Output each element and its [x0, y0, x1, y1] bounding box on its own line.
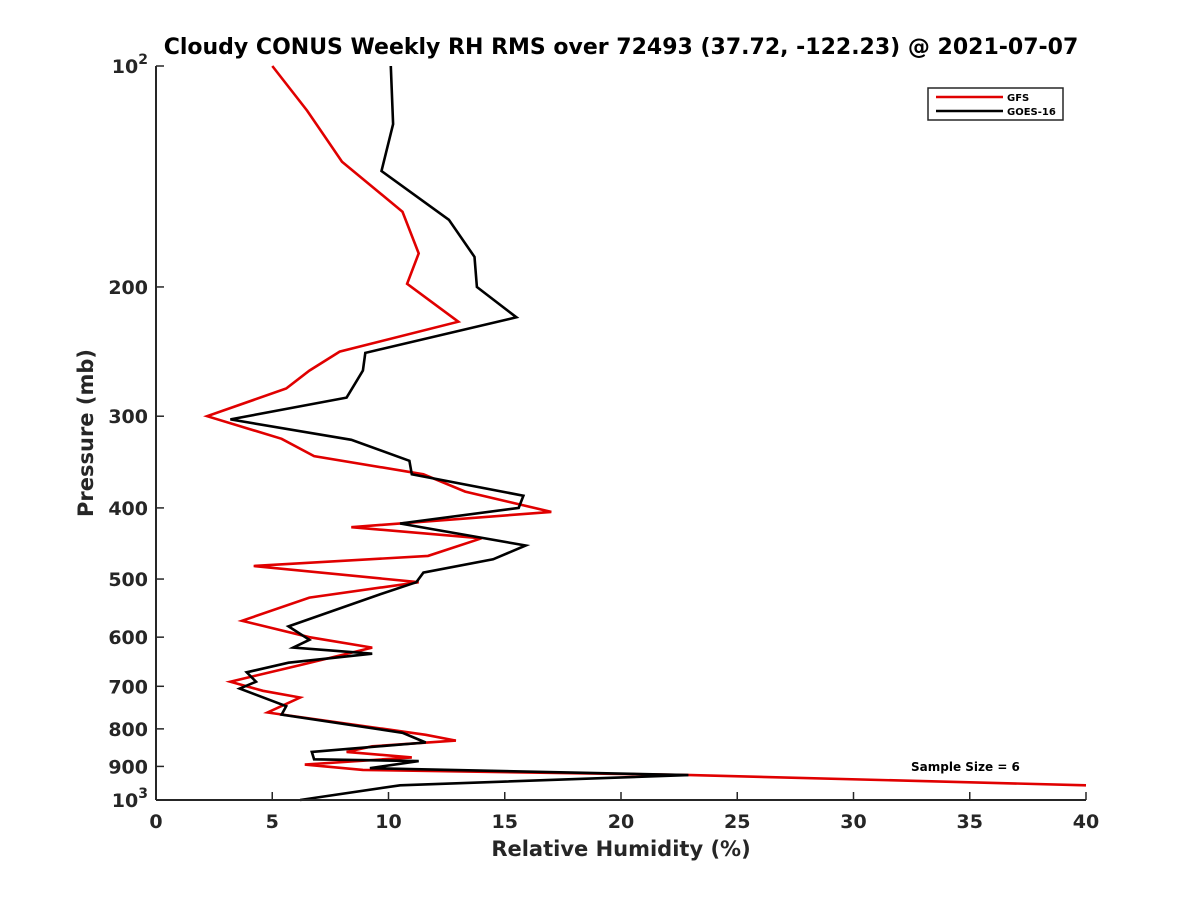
y-tick-label: 400: [108, 498, 148, 520]
y-tick-label: 600: [108, 627, 148, 649]
sample-size-annotation: Sample Size = 6: [911, 760, 1020, 774]
y-ticks: 102 200 300 400 500 600 700 800 900 103: [108, 52, 164, 812]
legend: GFS GOES-16: [927, 87, 1064, 121]
x-ticks: 0 5 10 15 20 25 30 35 40: [149, 792, 1099, 833]
y-tick-label: 700: [108, 676, 148, 698]
y-tick-label: 300: [108, 406, 148, 428]
series-line-goes-16: [230, 65, 689, 802]
y-tick-label: 900: [108, 756, 148, 778]
y-tick-label: 200: [108, 277, 148, 299]
legend-box: [927, 87, 1064, 121]
x-tick-label: 0: [149, 811, 162, 833]
y-tick-label: 103: [112, 786, 148, 812]
x-tick-label: 15: [492, 811, 518, 833]
chart-title: Cloudy CONUS Weekly RH RMS over 72493 (3…: [164, 35, 1079, 60]
legend-label-goes16: GOES-16: [1007, 107, 1056, 118]
series-layer: [203, 65, 1087, 802]
y-tick-label: 500: [108, 569, 148, 591]
x-tick-label: 20: [608, 811, 634, 833]
legend-label-gfs: GFS: [1007, 93, 1029, 104]
x-tick-label: 40: [1073, 811, 1099, 833]
y-tick-label: 800: [108, 719, 148, 741]
x-axis-label: Relative Humidity (%): [491, 837, 750, 861]
x-tick-label: 35: [957, 811, 983, 833]
x-tick-label: 30: [840, 811, 866, 833]
x-tick-label: 10: [375, 811, 401, 833]
x-tick-label: 25: [724, 811, 750, 833]
y-axis-label: Pressure (mb): [74, 349, 98, 517]
x-tick-label: 5: [266, 811, 279, 833]
y-tick-label: 102: [112, 52, 148, 78]
